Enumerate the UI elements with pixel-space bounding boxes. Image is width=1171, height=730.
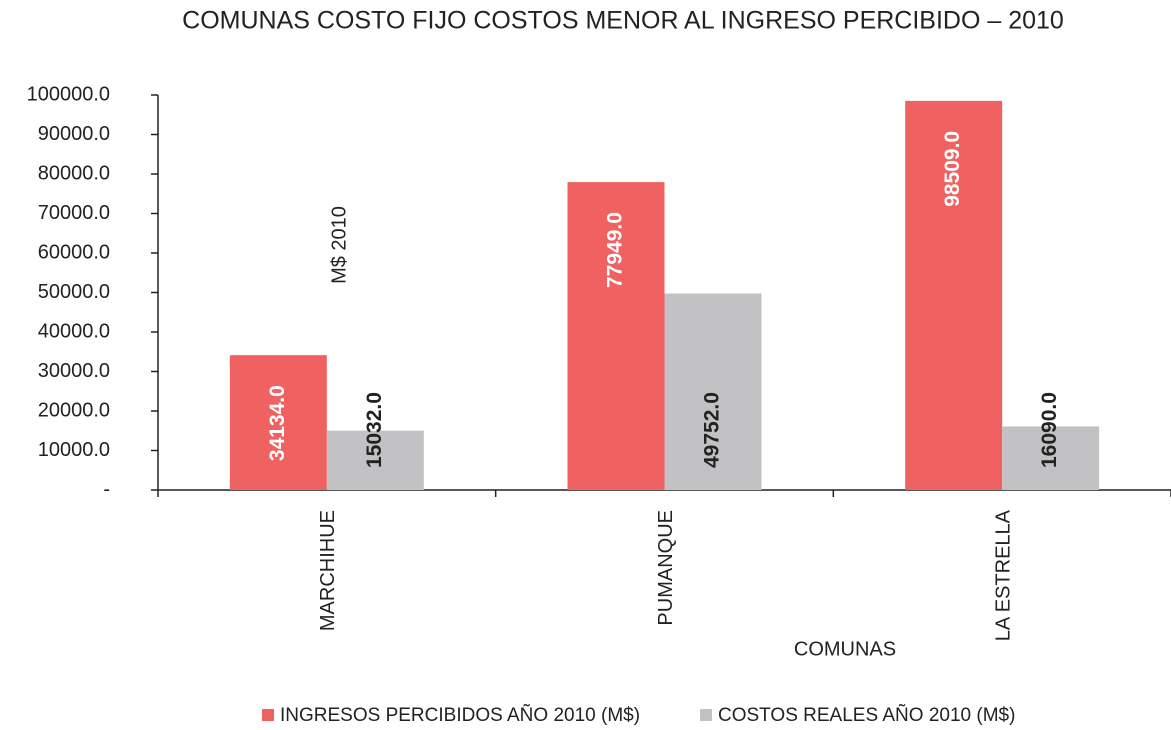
data-label: 16090.0 xyxy=(1038,392,1061,468)
y-tick-label: 30000.0 xyxy=(38,360,110,382)
legend-swatch xyxy=(262,709,274,721)
bar xyxy=(229,355,327,490)
data-label: 49752.0 xyxy=(701,392,724,468)
y-tick-label: 60000.0 xyxy=(38,241,110,263)
y-tick-label: 100000.0 xyxy=(27,83,110,105)
y-tick-label: - xyxy=(103,478,110,500)
bar xyxy=(326,430,424,490)
y-axis-label: M$ 2010 xyxy=(328,206,350,284)
y-tick-label: 40000.0 xyxy=(38,320,110,342)
x-tick-label: PUMANQUE xyxy=(655,510,677,626)
x-axis-label: COMUNAS xyxy=(794,638,896,660)
data-label: 15032.0 xyxy=(363,392,386,468)
chart-title: COMUNAS COSTO FIJO COSTOS MENOR AL INGRE… xyxy=(182,7,1064,35)
bar xyxy=(905,100,1003,490)
x-tick-label: LA ESTRELLA xyxy=(992,509,1014,641)
bar xyxy=(664,293,762,490)
data-label: 77949.0 xyxy=(604,212,627,288)
bar xyxy=(567,182,665,491)
legend-swatch xyxy=(700,709,712,721)
x-tick-label: MARCHIHUE xyxy=(317,510,339,631)
data-label: 34134.0 xyxy=(266,385,289,461)
y-tick-label: 90000.0 xyxy=(38,123,110,145)
y-tick-label: 50000.0 xyxy=(38,281,110,303)
y-tick-label: 70000.0 xyxy=(38,202,110,224)
legend-label: INGRESOS PERCIBIDOS AÑO 2010 (M$) xyxy=(280,704,640,726)
y-tick-label: 10000.0 xyxy=(38,439,110,461)
data-label: 98509.0 xyxy=(941,131,964,207)
y-tick-label: 20000.0 xyxy=(38,399,110,421)
y-tick-label: 80000.0 xyxy=(38,162,110,184)
bar xyxy=(1002,426,1100,490)
legend-label: COSTOS REALES AÑO 2010 (M$) xyxy=(718,704,1015,726)
